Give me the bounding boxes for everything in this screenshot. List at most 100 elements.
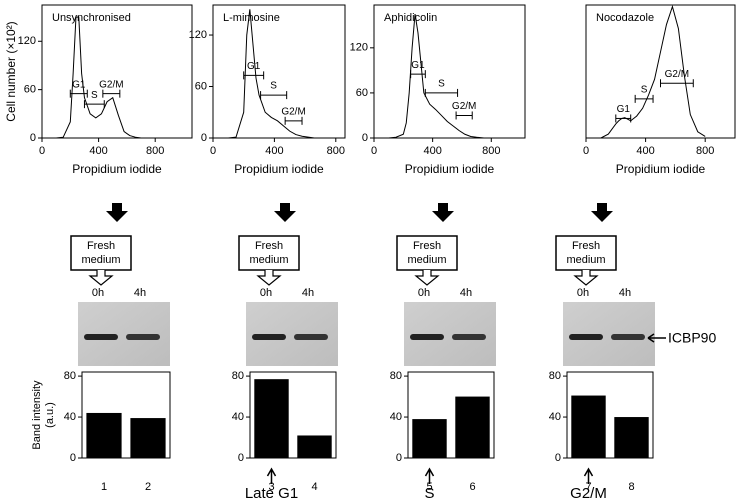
- y-tick-label: 0: [555, 452, 561, 464]
- gate-label: S: [91, 90, 98, 101]
- time-label: 4h: [302, 287, 314, 299]
- annotation: Late G1: [245, 485, 298, 502]
- x-tick-label: 4: [311, 481, 317, 493]
- bar: [254, 379, 289, 458]
- gate-label: G2/M: [99, 79, 123, 90]
- hollow-arrow: [573, 270, 599, 286]
- blot-band: [569, 334, 603, 340]
- x-tick-label: 400: [89, 145, 107, 157]
- x-tick-label: 5: [426, 481, 432, 493]
- y-tick-label: 60: [195, 80, 207, 92]
- annotation: S: [424, 485, 434, 502]
- plot-frame: [41, 4, 193, 139]
- bar: [412, 419, 447, 458]
- y-tick-label: 40: [232, 411, 244, 423]
- medium-label: Fresh: [87, 240, 115, 252]
- plot-frame: [249, 371, 337, 459]
- x-tick-label: 1: [101, 481, 107, 493]
- x-tick-label: 0: [583, 145, 589, 157]
- y-tick-label: 80: [549, 370, 561, 382]
- gate-label: G1: [72, 79, 86, 90]
- x-tick-label: 2: [145, 481, 151, 493]
- process-arrow: [106, 203, 128, 222]
- x-tick-label: 3: [268, 481, 274, 493]
- y-axis-label: Band intensity: [31, 380, 43, 450]
- x-tick-label: 0: [39, 145, 45, 157]
- blot-band: [252, 334, 286, 340]
- medium-box: [555, 235, 617, 271]
- time-label: 4h: [460, 287, 472, 299]
- medium-label: medium: [81, 254, 120, 266]
- panel-title: Nocodazole: [596, 12, 654, 24]
- y-axis-label: (a.u.): [44, 402, 56, 428]
- bar: [86, 412, 122, 458]
- time-label: 4h: [134, 287, 146, 299]
- histogram-line: [228, 9, 336, 139]
- x-axis-label: Propidium iodide: [72, 162, 162, 176]
- annotation-arrow: [583, 467, 594, 484]
- histogram-line: [388, 13, 492, 139]
- gate-label: S: [641, 85, 648, 96]
- plot-frame: [212, 4, 346, 139]
- y-tick-label: 120: [350, 42, 368, 54]
- gate-label: S: [438, 79, 445, 90]
- gate-label: G2/M: [665, 69, 689, 80]
- medium-label: Fresh: [572, 240, 600, 252]
- y-tick-label: 40: [549, 411, 561, 423]
- annotation-arrow: [266, 467, 277, 484]
- x-tick-label: 800: [696, 145, 714, 157]
- y-tick-label: 80: [64, 370, 76, 382]
- x-tick-label: 400: [423, 145, 441, 157]
- y-tick-label: 60: [24, 84, 36, 96]
- x-tick-label: 8: [628, 481, 634, 493]
- x-tick-label: 6: [469, 481, 475, 493]
- gate-label: S: [270, 81, 277, 92]
- histogram-line: [56, 16, 156, 139]
- protein-arrow: [647, 333, 666, 343]
- time-label: 4h: [619, 287, 631, 299]
- x-tick-label: 800: [482, 145, 500, 157]
- medium-label: medium: [249, 254, 288, 266]
- hollow-arrow: [414, 270, 440, 286]
- time-label: 0h: [418, 287, 430, 299]
- plot-frame: [81, 371, 171, 459]
- time-label: 0h: [260, 287, 272, 299]
- bar: [571, 395, 606, 458]
- time-label: 0h: [92, 287, 104, 299]
- plot-frame: [566, 371, 654, 459]
- annotation: G2/M: [570, 485, 607, 502]
- blot-band: [452, 334, 486, 340]
- panel-title: L-mimosine: [223, 12, 280, 24]
- annotation-arrow: [424, 467, 435, 484]
- blot-band: [410, 334, 444, 340]
- y-tick-label: 120: [189, 29, 207, 41]
- blot-band: [84, 334, 118, 340]
- panel-title: Aphidicolin: [384, 12, 437, 24]
- x-tick-label: 800: [146, 145, 164, 157]
- hollow-arrow: [256, 270, 282, 286]
- bar: [297, 435, 332, 458]
- medium-box: [238, 235, 300, 271]
- medium-label: medium: [407, 254, 446, 266]
- y-tick-label: 0: [396, 452, 402, 464]
- y-tick-label: 40: [390, 411, 402, 423]
- y-tick-label: 40: [64, 411, 76, 423]
- y-tick-label: 80: [390, 370, 402, 382]
- blot-band: [126, 334, 160, 340]
- histogram-line: [600, 4, 706, 139]
- hollow-arrow: [88, 270, 114, 286]
- x-tick-label: 400: [636, 145, 654, 157]
- medium-box: [396, 235, 458, 271]
- x-tick-label: 7: [585, 481, 591, 493]
- gate-label: G2/M: [452, 101, 476, 112]
- panel-title: Unsynchronised: [52, 12, 131, 24]
- x-tick-label: 0: [371, 145, 377, 157]
- y-tick-label: 0: [70, 452, 76, 464]
- blot-band: [294, 334, 328, 340]
- y-tick-label: 0: [238, 452, 244, 464]
- plot-frame: [407, 371, 495, 459]
- x-tick-label: 400: [265, 145, 283, 157]
- y-tick-label: 80: [232, 370, 244, 382]
- gate-label: G2/M: [281, 106, 305, 117]
